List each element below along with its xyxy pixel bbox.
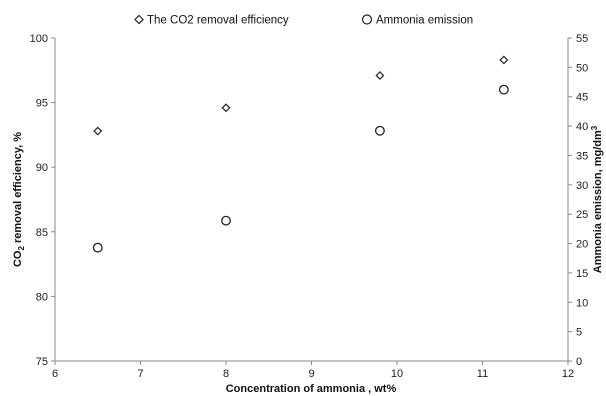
x-tick-label: 7 (137, 368, 143, 380)
x-tick-label: 6 (52, 368, 58, 380)
y-right-title-pre: Ammonia emission, mg/dm (592, 130, 604, 273)
ammonia-emission-point (221, 215, 231, 226)
y-left-title-post: removal efficiency, % (12, 132, 24, 246)
ammonia-emission-point (374, 125, 385, 136)
y-left-tick-label: 75 (36, 356, 48, 368)
y-left-ticks: 75 80 85 90 95 100 (30, 33, 55, 368)
y-right-tick-label: 5 (576, 327, 582, 339)
plot-area (54, 38, 569, 362)
y-right-tick-label: 10 (576, 297, 588, 309)
y-left-tick-label: 95 (36, 98, 48, 110)
y-right-tick-label: 20 (576, 239, 588, 251)
y-axis-right-title: Ammonia emission, mg/dm3 (590, 125, 604, 273)
legend-label-ammonia-emission: Ammonia emission (376, 15, 473, 27)
co2-efficiency-point (93, 126, 103, 136)
x-tick-label: 12 (562, 368, 574, 380)
y-left-tick-label: 80 (36, 291, 48, 303)
x-tick-label: 10 (391, 368, 403, 380)
y-left-title-pre: CO (12, 250, 24, 267)
y-right-ticks: 0 5 10 15 20 25 30 35 40 45 50 55 (568, 33, 588, 368)
y-left-tick-label: 90 (36, 162, 48, 174)
legend-diamond-marker (134, 14, 144, 25)
y-right-tick-label: 50 (576, 62, 588, 74)
x-axis-title: Concentration of ammonia , wt% (226, 383, 397, 395)
y-left-tick-label: 85 (36, 227, 48, 239)
y-right-tick-label: 55 (576, 33, 588, 45)
y-right-tick-label: 40 (576, 121, 588, 133)
y-right-tick-label: 45 (576, 92, 588, 104)
co2-efficiency-point (375, 71, 385, 80)
co2-efficiency-point (499, 55, 509, 65)
x-tick-label: 9 (308, 368, 314, 380)
y-right-tick-label: 25 (576, 209, 588, 221)
co2-efficiency-point (221, 103, 231, 113)
legend-item-ammonia-emission: Ammonia emission (361, 14, 473, 27)
x-tick-label: 11 (477, 368, 488, 380)
y-right-tick-label: 30 (576, 180, 588, 192)
y-right-tick-label: 15 (576, 268, 588, 280)
y-right-title-sup: 3 (590, 125, 599, 130)
legend-circle-marker (361, 14, 373, 25)
x-tick-label: 8 (223, 368, 229, 380)
data-points (92, 55, 509, 253)
y-left-title-sub: 2 (17, 246, 26, 251)
y-right-tick-label: 35 (576, 150, 588, 162)
y-right-tick-label: 0 (576, 356, 582, 368)
y-left-tick-label: 100 (30, 33, 48, 45)
x-ticks: 6 7 8 9 10 11 12 (52, 361, 574, 380)
legend: The CO2 removal efficiency Ammonia emiss… (134, 14, 473, 27)
ammonia-emission-point (498, 84, 509, 95)
legend-item-co2-removal-efficiency: The CO2 removal efficiency (134, 14, 289, 27)
ammonia-emission-point (92, 242, 103, 253)
legend-label-co2-removal-efficiency: The CO2 removal efficiency (147, 15, 289, 27)
y-axis-left-title: CO2 removal efficiency, % (12, 132, 26, 267)
